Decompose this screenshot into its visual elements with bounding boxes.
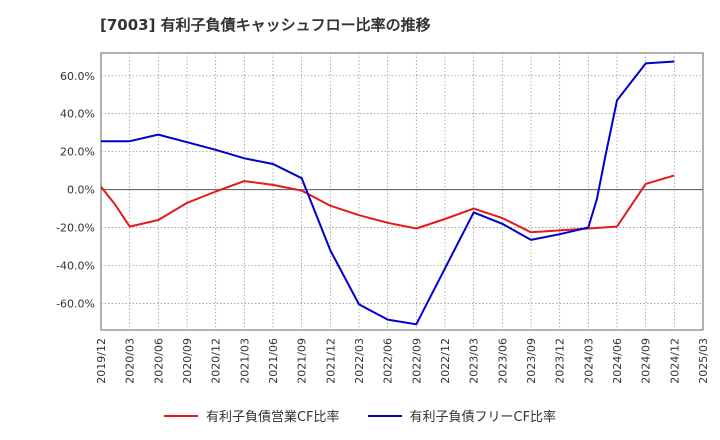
- x-tick-label: 2020/06: [152, 338, 165, 384]
- x-tick-label: 2023/09: [525, 338, 538, 384]
- plot-area: [100, 52, 704, 331]
- x-tick-label: 2024/12: [668, 338, 681, 384]
- legend-label-free-cf: 有利子負債フリーCF比率: [409, 410, 557, 425]
- x-axis-tick-labels: 2019/12 2020/03 2020/06 2020/09 2020/12 2021/…: [95, 338, 710, 384]
- x-tick-label: 2020/09: [181, 338, 194, 384]
- series-lines: [100, 60, 675, 326]
- x-tick-label: 2020/12: [210, 338, 223, 384]
- x-tick-label: 2024/09: [640, 338, 653, 384]
- chart-title: [7003] 有利子負債キャッシュフロー比率の推移: [100, 16, 431, 34]
- legend-swatch-free-cf: [367, 414, 402, 417]
- x-tick-label: 2023/06: [496, 338, 509, 384]
- legend-label-operating-cf: 有利子負債営業CF比率: [205, 410, 340, 425]
- y-tick-label: 60.0%: [60, 70, 95, 83]
- x-tick-label: 2024/03: [582, 338, 595, 384]
- y-tick-label: 20.0%: [60, 146, 95, 159]
- x-tick-label: 2024/06: [611, 338, 624, 384]
- x-tick-label: 2022/06: [382, 338, 395, 384]
- x-tick-label: 2022/03: [353, 338, 366, 384]
- x-tick-label: 2021/09: [296, 338, 309, 384]
- x-tick-label: 2025/03: [697, 338, 710, 384]
- x-tick-label: 2022/09: [410, 338, 423, 384]
- y-tick-label: -60.0%: [56, 297, 95, 310]
- x-tick-label: 2023/03: [468, 338, 481, 384]
- y-tick-label: 0.0%: [67, 184, 95, 197]
- x-tick-label: 2021/03: [238, 338, 251, 384]
- x-tick-label: 2021/06: [267, 338, 280, 384]
- x-tick-label: 2019/12: [95, 338, 108, 384]
- y-tick-label: -20.0%: [56, 222, 95, 235]
- y-tick-label: -40.0%: [56, 259, 95, 272]
- series-line-operating-cf: [100, 174, 675, 234]
- x-tick-label: 2022/12: [439, 338, 452, 384]
- grid-lines: [101, 53, 703, 330]
- legend-item-free-cf: 有利子負債フリーCF比率: [367, 406, 557, 425]
- legend-swatch-operating-cf: [163, 414, 198, 417]
- series-line-free-cf: [101, 60, 675, 326]
- legend-item-operating-cf: 有利子負債営業CF比率: [163, 406, 340, 425]
- x-tick-label: 2020/03: [124, 338, 137, 384]
- y-axis-tick-labels: 60.0% 40.0% 20.0% 0.0% -20.0% -40.0% -60.0%: [56, 70, 95, 311]
- legend: 有利子負債営業CF比率 有利子負債フリーCF比率: [0, 406, 720, 425]
- x-tick-label: 2021/12: [324, 338, 337, 384]
- y-tick-label: 40.0%: [60, 108, 95, 121]
- x-tick-label: 2023/12: [554, 338, 567, 384]
